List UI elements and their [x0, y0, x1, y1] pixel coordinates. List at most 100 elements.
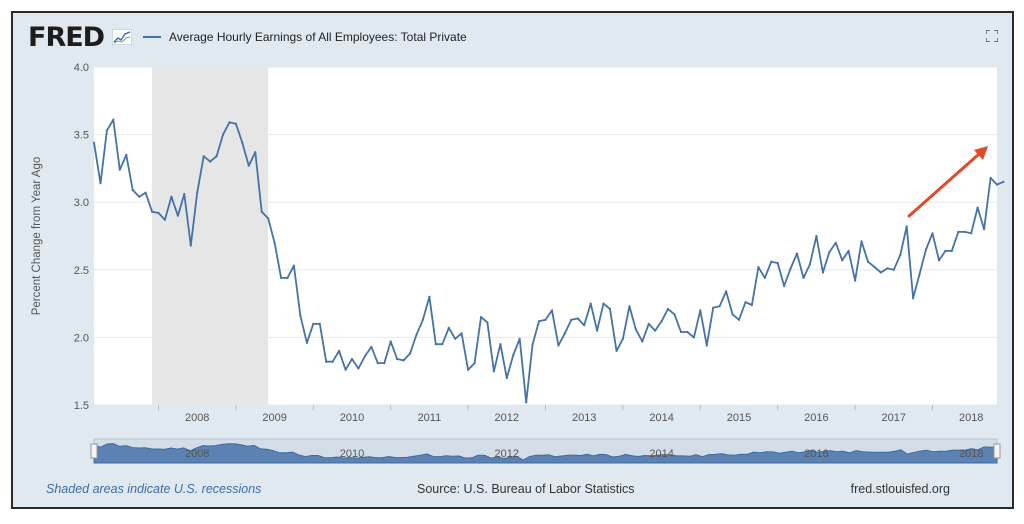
navigator-label: 2016	[804, 448, 828, 460]
data-point	[363, 355, 366, 358]
data-point	[118, 168, 121, 171]
data-point	[228, 121, 231, 124]
data-point	[157, 211, 160, 215]
data-point	[944, 249, 947, 252]
data-point	[989, 176, 992, 179]
fred-logo[interactable]: FRED	[28, 22, 105, 53]
series-line[interactable]	[93, 118, 1004, 404]
data-point	[215, 155, 218, 158]
data-point	[570, 318, 573, 321]
data-point	[937, 259, 941, 262]
data-point	[221, 133, 225, 136]
data-point	[447, 326, 450, 329]
navigator-series	[93, 442, 998, 464]
data-point	[950, 249, 953, 252]
data-point	[866, 260, 870, 263]
data-point	[151, 210, 154, 213]
trend-arrow	[907, 146, 988, 218]
data-point	[821, 271, 825, 274]
data-point	[512, 353, 515, 357]
y-tick-label: 1.5	[74, 400, 89, 412]
data-point	[834, 241, 837, 244]
data-point	[692, 336, 696, 339]
data-point	[957, 230, 960, 233]
data-point	[673, 313, 676, 316]
data-point	[931, 232, 934, 235]
data-point	[589, 302, 592, 305]
data-point	[583, 324, 586, 327]
navigator-label: 2018	[959, 448, 983, 460]
data-point	[731, 313, 734, 316]
data-point	[454, 337, 457, 340]
data-point	[183, 193, 186, 196]
x-tick-label: 2012	[495, 412, 519, 424]
data-point	[99, 182, 102, 185]
data-point	[267, 217, 270, 220]
data-point	[241, 141, 244, 144]
data-point	[460, 332, 463, 335]
data-point	[725, 290, 728, 293]
data-point	[486, 321, 489, 324]
site-link[interactable]: fred.stlouisfed.org	[850, 482, 950, 496]
navigator-label: 2008	[185, 448, 209, 460]
arrow-head	[974, 146, 988, 160]
data-point	[434, 343, 437, 346]
navigator-handle-left[interactable]	[90, 443, 98, 459]
x-tick-label: 2011	[418, 412, 442, 424]
data-point	[421, 318, 424, 321]
data-point	[860, 240, 863, 243]
data-point	[918, 272, 921, 275]
data-point	[647, 322, 650, 325]
legend-series-name: Average Hourly Earnings of All Employees…	[169, 30, 467, 44]
navigator-handle-right[interactable]	[993, 443, 1001, 459]
source-note: Source: U.S. Bureau of Labor Statistics	[417, 482, 635, 496]
data-point	[628, 305, 631, 308]
data-point	[357, 367, 360, 370]
data-point	[338, 349, 341, 352]
data-point	[292, 264, 295, 267]
data-point	[131, 188, 134, 192]
data-point	[428, 295, 431, 298]
data-point	[660, 320, 663, 323]
data-point	[615, 349, 618, 352]
data-point	[1002, 180, 1005, 183]
x-tick-label: 2015	[727, 412, 751, 424]
data-point	[234, 122, 237, 125]
recession-note[interactable]: Shaded areas indicate U.S. recessions	[46, 482, 262, 496]
data-point	[924, 248, 928, 251]
data-point	[995, 183, 999, 186]
data-point	[247, 164, 250, 167]
data-point	[473, 362, 476, 365]
x-tick-label: 2009	[262, 412, 286, 424]
data-point	[492, 370, 495, 373]
data-point	[325, 360, 328, 363]
data-point	[370, 345, 373, 348]
data-point	[531, 343, 534, 346]
data-point	[376, 362, 379, 365]
data-point	[209, 160, 212, 163]
legend[interactable]: Average Hourly Earnings of All Employees…	[143, 30, 467, 44]
data-point	[770, 260, 773, 263]
data-point	[744, 301, 747, 304]
data-point	[331, 360, 334, 363]
data-point	[886, 267, 889, 270]
data-point	[963, 230, 966, 233]
data-point	[718, 305, 721, 308]
x-tick-label: 2018	[959, 412, 983, 424]
data-point	[544, 318, 547, 321]
data-point	[596, 329, 599, 332]
fred-logo-chart-icon	[112, 29, 132, 45]
data-point	[163, 218, 166, 221]
data-point	[699, 309, 702, 312]
data-point	[808, 263, 812, 266]
recession-band	[152, 67, 269, 405]
range-navigator[interactable]: 2008 2010 2012 2014 2016 2018	[90, 438, 1001, 464]
data-point	[505, 376, 508, 380]
data-point	[976, 206, 979, 209]
data-point	[550, 309, 554, 312]
data-point	[92, 141, 96, 144]
data-point	[602, 302, 605, 305]
data-point	[344, 368, 347, 371]
data-point	[841, 259, 844, 262]
data-point	[408, 352, 412, 355]
